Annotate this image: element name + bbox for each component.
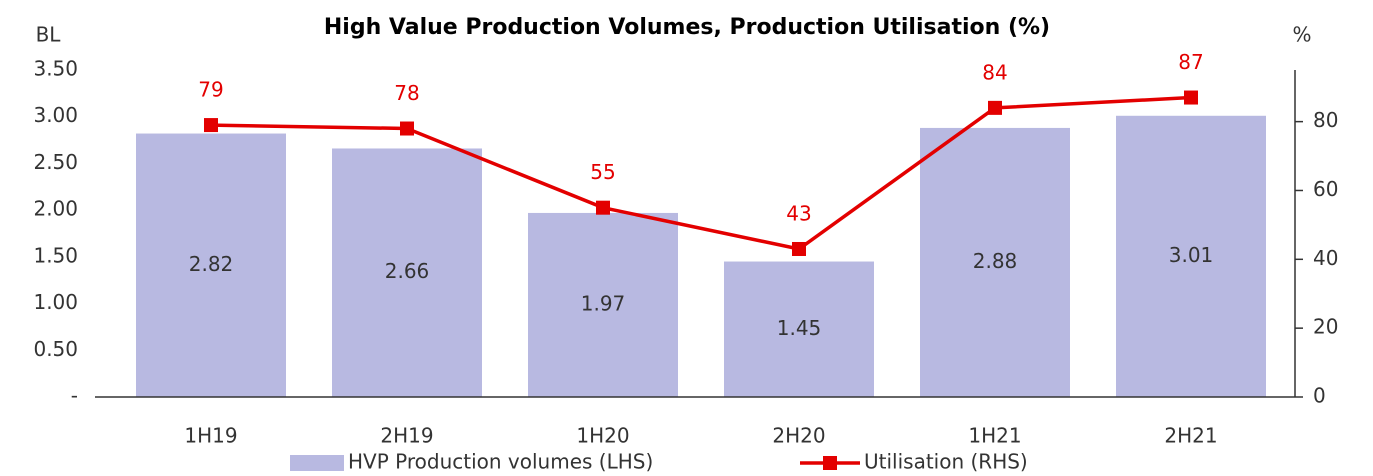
- line-marker: [988, 100, 1002, 115]
- y2-tick-label: 20: [1313, 315, 1338, 339]
- bar: [528, 212, 678, 397]
- y-tick-label: 3.50: [33, 57, 78, 81]
- y-tick-label: 0.50: [33, 337, 78, 361]
- legend-swatch: [290, 455, 344, 471]
- line-value-label: 84: [982, 60, 1007, 84]
- bar-value-label: 2.66: [385, 259, 430, 283]
- legend-swatch-marker: [823, 456, 837, 470]
- line-value-label: 79: [198, 78, 223, 102]
- bar-value-label: 2.88: [973, 249, 1018, 273]
- x-tick-label: 2H21: [1164, 424, 1217, 448]
- bar: [920, 127, 1070, 397]
- x-tick-label: 1H21: [968, 424, 1021, 448]
- bar: [332, 148, 482, 397]
- y2-tick-label: 0: [1313, 384, 1326, 408]
- y-tick-label: 1.00: [33, 290, 78, 314]
- bar-value-label: 3.01: [1169, 243, 1214, 267]
- y-tick-label: -: [71, 384, 78, 408]
- y2-tick-label: 60: [1313, 177, 1338, 201]
- legend-label: HVP Production volumes (LHS): [348, 450, 653, 474]
- y2-tick-label: 40: [1313, 246, 1338, 270]
- x-tick-label: 2H20: [772, 424, 825, 448]
- bar: [1116, 115, 1266, 397]
- line-marker: [792, 241, 806, 256]
- line-value-label: 43: [786, 201, 811, 225]
- y2-axis-label: %: [1292, 23, 1311, 47]
- y-tick-label: 2.00: [33, 197, 78, 221]
- bar-value-label: 1.97: [581, 291, 626, 315]
- line-marker: [204, 118, 218, 133]
- y-tick-label: 3.00: [33, 103, 78, 127]
- line-value-label: 78: [394, 81, 419, 105]
- line: [210, 95, 1192, 251]
- line-value-label: 87: [1178, 50, 1203, 74]
- legend-label: Utilisation (RHS): [864, 450, 1028, 474]
- y-tick-label: 1.50: [33, 243, 78, 267]
- bar-value-label: 2.82: [189, 252, 234, 276]
- x-tick-label: 1H19: [184, 424, 237, 448]
- y-tick-label: 2.50: [33, 150, 78, 174]
- y2-tick-label: 80: [1313, 108, 1338, 132]
- line-value-label: 55: [590, 160, 615, 184]
- y-axis-label: BL: [36, 23, 62, 47]
- chart-title: High Value Production Volumes, Productio…: [324, 15, 1050, 40]
- line-marker: [400, 121, 414, 136]
- line-marker: [596, 200, 610, 215]
- line-marker: [1184, 90, 1198, 105]
- x-tick-label: 2H19: [380, 424, 433, 448]
- bar-value-label: 1.45: [777, 316, 822, 340]
- x-tick-label: 1H20: [576, 424, 629, 448]
- bar: [724, 261, 874, 397]
- bar: [136, 133, 286, 397]
